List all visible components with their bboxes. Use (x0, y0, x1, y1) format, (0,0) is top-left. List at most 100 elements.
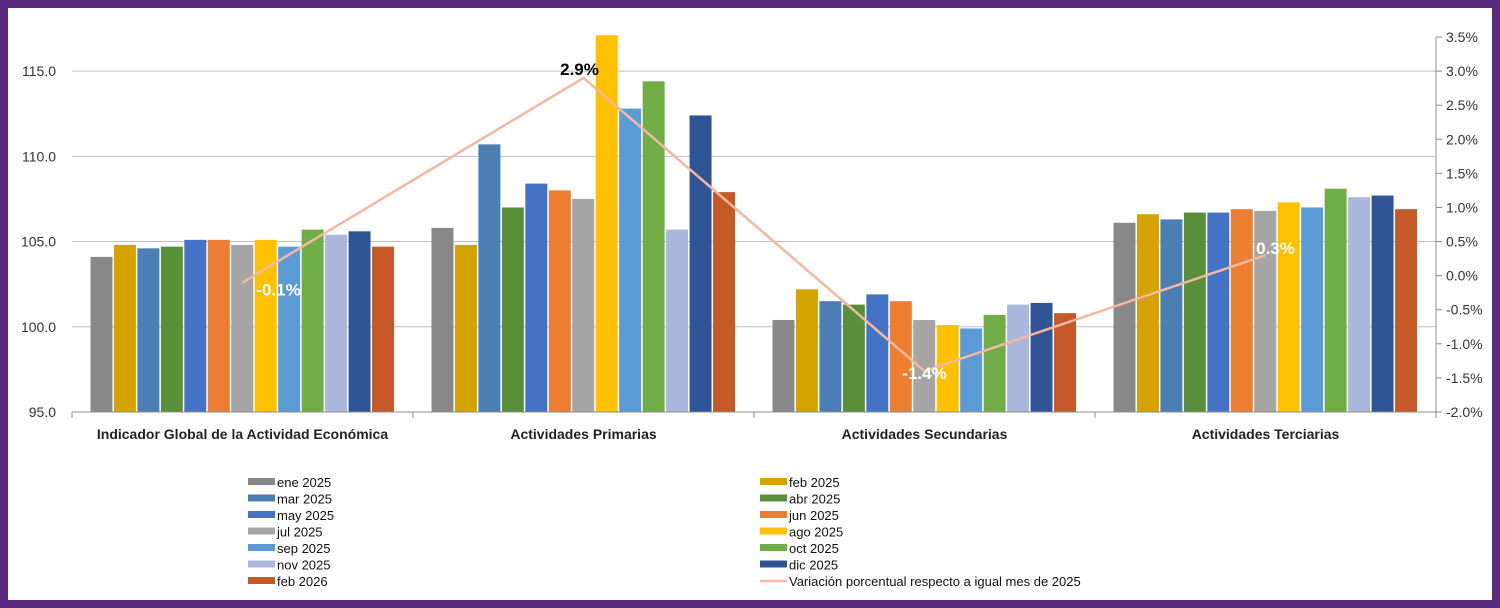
bar (137, 248, 160, 412)
bar (1230, 209, 1253, 412)
bar (842, 304, 865, 412)
y-right-tick-label: 3.0% (1446, 63, 1478, 79)
bar (454, 244, 477, 412)
legend-label: oct 2025 (789, 541, 839, 556)
y-left-tick-label: 115.0 (22, 63, 56, 79)
bar (1371, 195, 1394, 412)
legend-swatch (248, 478, 275, 485)
bar (160, 246, 183, 412)
legend-label: abr 2025 (789, 492, 840, 507)
bar (689, 115, 712, 412)
legend-label: mar 2025 (277, 492, 332, 507)
y-right-tick-label: 3.5% (1446, 29, 1478, 45)
bar (1007, 304, 1030, 412)
bar (113, 244, 136, 412)
line-data-label: 2.9% (560, 60, 599, 79)
y-right-tick-label: -1.0% (1446, 336, 1483, 352)
bar (1054, 313, 1076, 412)
bar (572, 198, 595, 412)
legend-swatch (760, 494, 787, 502)
x-category-label: Indicador Global de la Actividad Económi… (97, 426, 388, 442)
legend-swatch (760, 527, 787, 535)
y-right-tick-label: 1.5% (1446, 165, 1478, 181)
chart-frame: 95.0 100.0 105.0 110.0 115.0 -2.0% -1.5% -1.0% -… (8, 8, 1492, 600)
bar (301, 229, 324, 412)
bar (278, 246, 301, 412)
line-series (241, 76, 1266, 373)
bar (478, 144, 501, 413)
legend-label: ago 2025 (789, 525, 843, 540)
bar (1301, 207, 1324, 412)
line-data-label: -1.4% (902, 364, 946, 383)
bar (1207, 212, 1230, 412)
bar (795, 289, 818, 412)
y-left-tick-label: 110.0 (22, 148, 56, 164)
bar (1113, 222, 1136, 412)
legend-label: jun 2025 (788, 508, 839, 523)
bar (1136, 214, 1159, 412)
bar (1160, 219, 1183, 412)
legend-label: jul 2025 (276, 525, 323, 540)
bar (866, 294, 889, 412)
legend-line-label: Variación porcentual respecto a igual me… (789, 574, 1081, 589)
legend-swatch (248, 577, 275, 584)
axes: 95.0 100.0 105.0 110.0 115.0 -2.0% -1.5% -1.0% -… (21, 29, 1483, 442)
bar (254, 239, 277, 412)
bar (772, 319, 795, 412)
bar (1324, 188, 1347, 412)
bar (913, 319, 936, 412)
legend-label: feb 2026 (277, 574, 328, 589)
legend-swatch (760, 544, 787, 551)
y-right-tick-label: 0.5% (1446, 234, 1478, 250)
y-right-tick-label: 0.0% (1446, 268, 1478, 284)
y-right-tick-label: 1.0% (1446, 199, 1478, 215)
bar (501, 207, 524, 412)
bar (1395, 209, 1417, 412)
bar (1183, 212, 1206, 412)
bar (525, 183, 548, 412)
bar (666, 229, 689, 412)
legend-swatch (248, 527, 275, 535)
x-category-label: Actividades Primarias (510, 426, 657, 442)
bar (548, 190, 571, 412)
legend-label: sep 2025 (277, 541, 331, 556)
legend: ene 2025 feb 2025 mar 2025 abr 2025 may 2025… (248, 475, 1081, 589)
y-right-tick-label: -2.0% (1446, 404, 1483, 420)
legend-label: ene 2025 (277, 475, 331, 490)
bar (642, 81, 665, 413)
bar (713, 192, 735, 412)
y-right-tick-label: 2.5% (1446, 97, 1478, 113)
data-labels: -0.1% 2.9% -1.4% 0.3% (256, 60, 1295, 383)
bar (1030, 302, 1053, 412)
bars (90, 35, 1417, 413)
bar (348, 231, 371, 412)
line-data-label: 0.3% (1256, 239, 1295, 258)
bar (1348, 197, 1371, 412)
bar (619, 108, 642, 412)
bar (936, 325, 959, 412)
bar (983, 314, 1006, 412)
legend-label: nov 2025 (277, 558, 331, 573)
variation-line (241, 76, 1266, 373)
chart-svg: 95.0 100.0 105.0 110.0 115.0 -2.0% -1.5% -1.0% -… (21, 29, 1483, 589)
bar (1254, 210, 1277, 412)
legend-swatch (760, 478, 787, 485)
legend-label: feb 2025 (789, 475, 840, 490)
legend-label: may 2025 (277, 508, 334, 523)
bar (889, 301, 912, 412)
legend-swatch (760, 511, 787, 518)
bar (819, 301, 842, 412)
bar (207, 239, 230, 412)
y-right-tick-label: 2.0% (1446, 131, 1478, 147)
bar (184, 239, 207, 412)
y-left-tick-label: 100.0 (21, 319, 56, 335)
y-left-tick-label: 95.0 (29, 404, 56, 420)
x-category-label: Actividades Terciarias (1192, 426, 1340, 442)
y-right-tick-label: -0.5% (1446, 302, 1483, 318)
bar (1277, 202, 1300, 412)
bar (90, 256, 113, 412)
bar (431, 227, 454, 412)
y-left-tick-label: 105.0 (21, 234, 56, 250)
legend-swatch (248, 511, 275, 518)
legend-label: dic 2025 (789, 558, 838, 573)
